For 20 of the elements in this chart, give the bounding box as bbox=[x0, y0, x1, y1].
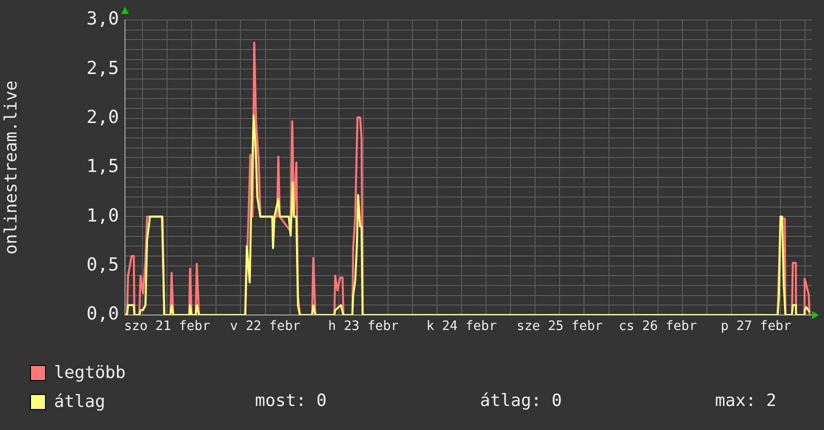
x-tick-label: sze 25 febr bbox=[516, 319, 603, 334]
text: max: 2 bbox=[715, 391, 776, 411]
x-tick-label: h 23 febr bbox=[328, 319, 399, 334]
x-tick-label: k 24 febr bbox=[426, 319, 497, 334]
text: most: 0 bbox=[255, 391, 327, 411]
y-tick-label: 0,5 bbox=[86, 254, 119, 276]
legend-label: legtöbb bbox=[54, 363, 126, 383]
y-axis-title: onlinestream.live bbox=[2, 80, 22, 254]
y-tick-label: 0,0 bbox=[86, 304, 119, 325]
y-tick-label: 1,0 bbox=[86, 205, 119, 226]
y-tick-label: 2,0 bbox=[86, 107, 119, 128]
x-tick-label: cs 26 febr bbox=[618, 319, 698, 334]
x-tick-label: v 22 febr bbox=[230, 319, 301, 334]
x-tick-label: p 27 febr bbox=[720, 319, 792, 334]
legend-label: átlag bbox=[54, 392, 106, 412]
y-tick-label: 3,0 bbox=[86, 8, 119, 30]
y-tick-label: 2,5 bbox=[86, 58, 119, 79]
text: átlag: 0 bbox=[480, 391, 562, 411]
y-tick-label: 1,5 bbox=[86, 156, 119, 178]
x-tick-label: szo 21 febr bbox=[124, 319, 210, 334]
